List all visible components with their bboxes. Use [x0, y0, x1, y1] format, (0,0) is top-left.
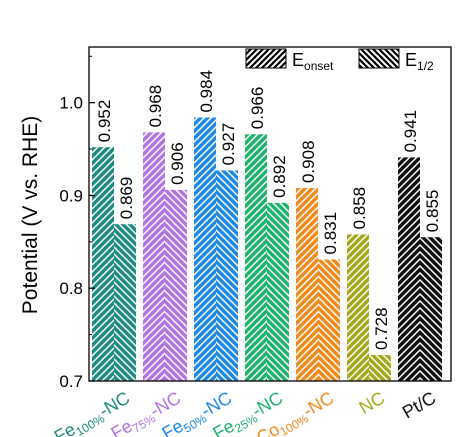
bar-onset-3 — [194, 117, 216, 381]
value-label: 0.952 — [95, 100, 114, 143]
bar-half-5 — [318, 259, 340, 381]
value-label: 0.906 — [168, 142, 187, 185]
value-label: 0.984 — [197, 70, 216, 113]
plot-frame — [88, 46, 452, 382]
bar-onset-6 — [347, 234, 369, 381]
x-tick-label: Pt/C — [399, 388, 439, 423]
bar-onset-4 — [245, 134, 267, 381]
legend-label: E1/2 — [405, 50, 434, 73]
value-label: 0.892 — [270, 155, 289, 198]
bar-half-7 — [420, 237, 442, 381]
y-tick-label: 1.0 — [59, 94, 83, 113]
x-tick-main: Pt/C — [399, 388, 439, 423]
y-tick-label: 0.8 — [59, 279, 83, 298]
x-tick-main: Fe — [209, 416, 237, 437]
value-label: 0.831 — [321, 212, 340, 255]
value-label: 0.869 — [117, 177, 136, 220]
x-tick-labels: Fe100%-NCFe75%-NCFe50%-NCFe25%-NCCo100%-… — [51, 388, 440, 437]
bar-onset-5 — [296, 188, 318, 381]
legend-main: E — [292, 50, 304, 70]
y-axis: 0.7 0.8 0.9 1.0 — [59, 55, 95, 391]
x-tick-label: NC — [356, 388, 389, 418]
bar-half-4 — [267, 202, 289, 381]
value-label: 0.728 — [372, 307, 391, 350]
legend: Eonset E1/2 — [245, 48, 434, 73]
legend-subscript: 1/2 — [417, 59, 434, 73]
legend-swatch — [358, 48, 400, 69]
y-tick-label: 0.7 — [59, 372, 83, 391]
value-label: 0.966 — [248, 87, 267, 130]
bar-onset-2 — [143, 132, 165, 381]
bar-half-1 — [114, 224, 136, 381]
value-label: 0.858 — [350, 187, 369, 230]
bar-half-2 — [165, 189, 187, 381]
bar-half-3 — [216, 170, 238, 381]
legend-main: E — [405, 50, 417, 70]
y-tick-label: 0.9 — [59, 186, 83, 205]
x-tick-main: Fe — [158, 416, 186, 437]
value-label: 0.908 — [299, 140, 318, 183]
bar-half-6 — [369, 355, 391, 381]
legend-subscript: onset — [304, 59, 334, 73]
value-label: 0.968 — [146, 85, 165, 128]
bar-onset-1 — [92, 147, 114, 381]
value-label: 0.927 — [219, 123, 238, 166]
legend-label: Eonset — [292, 50, 334, 73]
x-tick-main: Fe — [107, 416, 135, 437]
bar-onset-7 — [398, 157, 420, 381]
bars-layer — [92, 117, 442, 381]
legend-swatch — [245, 48, 287, 69]
x-tick-main: NC — [356, 388, 389, 418]
y-axis-title: Potential (V vs. RHE) — [19, 116, 42, 314]
value-label: 0.855 — [423, 190, 442, 233]
value-label: 0.941 — [401, 110, 420, 153]
